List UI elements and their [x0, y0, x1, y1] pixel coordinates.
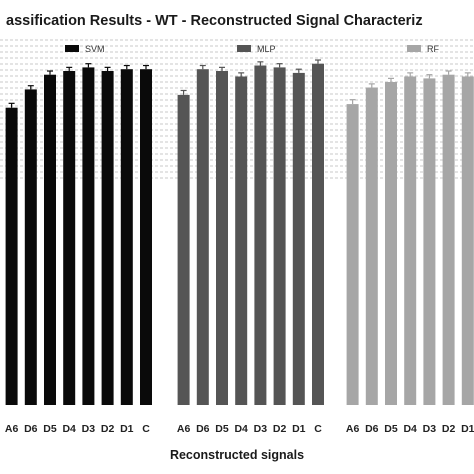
bar-mlp-a6 — [177, 94, 190, 406]
x-tick-label: D1 — [461, 423, 474, 435]
legend-label-svm: SVM — [85, 44, 105, 54]
bar-rf-d2 — [442, 74, 455, 405]
bar-mlp-d5 — [216, 71, 228, 405]
x-tick-label: D2 — [101, 423, 115, 435]
x-tick-label: C — [142, 423, 150, 435]
x-tick-label: D4 — [234, 423, 248, 435]
x-tick-label: D4 — [62, 423, 76, 435]
bar-mlp-d4 — [235, 76, 248, 405]
bar-mlp-d6 — [196, 69, 209, 405]
x-tick-label: A6 — [5, 423, 19, 435]
bar-rf-a6 — [346, 104, 359, 405]
x-tick-label: D3 — [254, 423, 268, 435]
bar-svm-c — [140, 69, 152, 405]
panel-mlp — [177, 59, 324, 406]
panel-rf — [346, 70, 474, 406]
bar-svm-a6 — [5, 107, 18, 405]
x-axis-label: Reconstructed signals — [170, 448, 304, 462]
bar-svm-d6 — [24, 89, 37, 406]
bar-svm-d5 — [44, 74, 56, 405]
x-tick-label: D1 — [292, 423, 306, 435]
panel-svm — [5, 63, 152, 406]
bar-mlp-d2 — [273, 67, 286, 406]
legend: SVM MLP RF — [65, 44, 439, 54]
bar-rf-d4 — [404, 76, 417, 405]
x-tick-label: D4 — [403, 423, 417, 435]
bar-rf-d1 — [461, 76, 474, 405]
x-tick-label: D5 — [215, 423, 229, 435]
legend-label-mlp: MLP — [257, 44, 276, 54]
legend-label-rf: RF — [427, 44, 439, 54]
x-tick-labels: A6 D6 D5 D4 D3 D2 D1 C A6 D6 D5 D4 D3 D2 D1 C A6 D6 D5 D4 D3… — [5, 423, 474, 435]
bar-rf-d3 — [423, 78, 436, 406]
bar-mlp-d1 — [292, 72, 305, 406]
bar-rf-d6 — [365, 87, 378, 405]
chart-title: assification Results - WT - Reconstructe… — [6, 13, 423, 29]
x-tick-label: D3 — [82, 423, 96, 435]
bar-svm-d4 — [63, 71, 76, 405]
bar-rf-d5 — [385, 82, 397, 405]
legend-swatch-rf — [407, 45, 421, 52]
legend-swatch-mlp — [237, 45, 251, 52]
x-tick-label: D1 — [120, 423, 134, 435]
x-tick-label: A6 — [346, 423, 360, 435]
x-tick-label: A6 — [177, 423, 191, 435]
bar-mlp-c — [312, 63, 324, 405]
bars — [5, 59, 474, 406]
bar-svm-d3 — [82, 67, 95, 406]
x-tick-label: D6 — [365, 423, 379, 435]
x-tick-label: D5 — [384, 423, 398, 435]
x-tick-label: D6 — [196, 423, 210, 435]
x-tick-label: D2 — [442, 423, 456, 435]
bar-mlp-d3 — [254, 65, 267, 405]
x-tick-label: D6 — [24, 423, 38, 435]
x-tick-label: D2 — [273, 423, 287, 435]
x-tick-label: C — [314, 423, 322, 435]
bar-svm-d1 — [120, 69, 133, 405]
x-tick-label: D5 — [43, 423, 57, 435]
legend-swatch-svm — [65, 45, 79, 52]
x-tick-label: D3 — [423, 423, 437, 435]
bar-svm-d2 — [101, 71, 114, 405]
